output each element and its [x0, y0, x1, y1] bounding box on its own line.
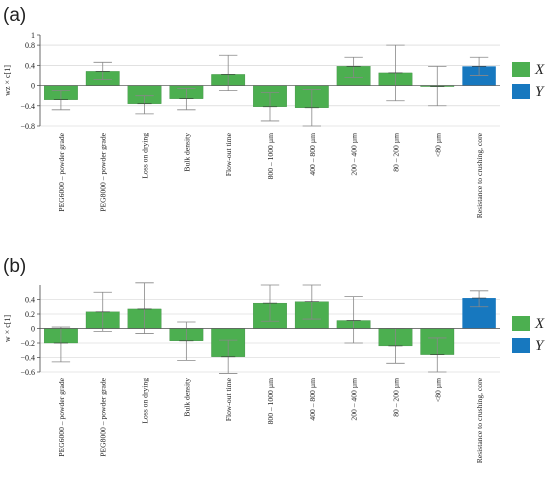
legend: XY	[512, 62, 545, 100]
legend-swatch	[512, 62, 530, 77]
y-tick-label: 0.4	[25, 296, 35, 305]
x-tick-label: <80 µm	[433, 378, 442, 402]
y-tick-label: −0.2	[20, 339, 35, 348]
x-tick-label: Loss on drying	[141, 133, 150, 179]
legend-swatch	[512, 84, 530, 99]
x-tick-label: Flow-out time	[224, 377, 233, 421]
y-axis-label: wz × c[1]	[3, 65, 12, 96]
bar	[462, 66, 496, 86]
x-tick-label: Resistance to crushing, core	[475, 377, 484, 463]
x-tick-label: PEG8000 – powder grade	[99, 132, 108, 211]
y-tick-label: 0.4	[25, 61, 35, 70]
y-tick-label: −0.4	[20, 354, 35, 363]
y-tick-label: −0.4	[20, 102, 35, 111]
x-tick-label: 800 – 1000 µm	[266, 378, 275, 424]
x-tick-label: 200 – 400 µm	[350, 133, 359, 176]
y-tick-label: −0.6	[20, 368, 35, 377]
legend-label: Y	[535, 338, 545, 354]
x-tick-label: 80 – 200 µm	[391, 378, 400, 417]
x-tick-label: PEG6000 – powder grade	[57, 132, 66, 211]
chart-panel-b: (b) −0.6 −0.4 −0.2 0 0.2 0.4 w × c[1] PEG6000 – …	[3, 256, 545, 463]
legend-label: X	[534, 316, 545, 332]
x-tick-label: PEG8000 – powder grade	[99, 377, 108, 456]
legend-label: X	[534, 62, 545, 78]
legend: XY	[512, 316, 545, 354]
x-tick-label: Flow-out time	[224, 132, 233, 176]
y-axis-label: w × c[1]	[3, 315, 12, 343]
y-tick-label: 0.2	[25, 310, 35, 319]
x-tick-label: 400 – 800 µm	[308, 378, 317, 421]
x-tick-label: <80 µm	[433, 133, 442, 157]
chart-panel-a: (a) −0.8 −0.4 0 0.4 0.81 wz × c[1] PEG6000 – po…	[3, 5, 545, 218]
x-tick-label: 200 – 400 µm	[350, 378, 359, 421]
panel-label: (a)	[3, 5, 26, 26]
x-tick-label: 400 – 800 µm	[308, 133, 317, 176]
panel-label: (b)	[3, 256, 26, 277]
x-tick-label: Bulk density	[182, 133, 191, 172]
x-tick-label: Bulk density	[182, 378, 191, 417]
x-tick-label: Loss on drying	[141, 378, 150, 424]
legend-swatch	[512, 316, 530, 331]
y-tick-label: −0.8	[20, 122, 35, 131]
x-tick-label: PEG6000 – powder grade	[57, 377, 66, 456]
x-tick-label: 80 – 200 µm	[391, 133, 400, 172]
x-tick-label: 800 – 1000 µm	[266, 133, 275, 179]
legend-label: Y	[535, 84, 545, 100]
legend-swatch	[512, 338, 530, 353]
y-tick-label: 0	[31, 82, 35, 91]
y-tick-label: 0	[31, 325, 35, 334]
y-tick-label: 1	[31, 31, 35, 40]
y-tick-label: 0.8	[25, 41, 35, 50]
x-tick-label: Resistance to crushing, core	[475, 132, 484, 218]
